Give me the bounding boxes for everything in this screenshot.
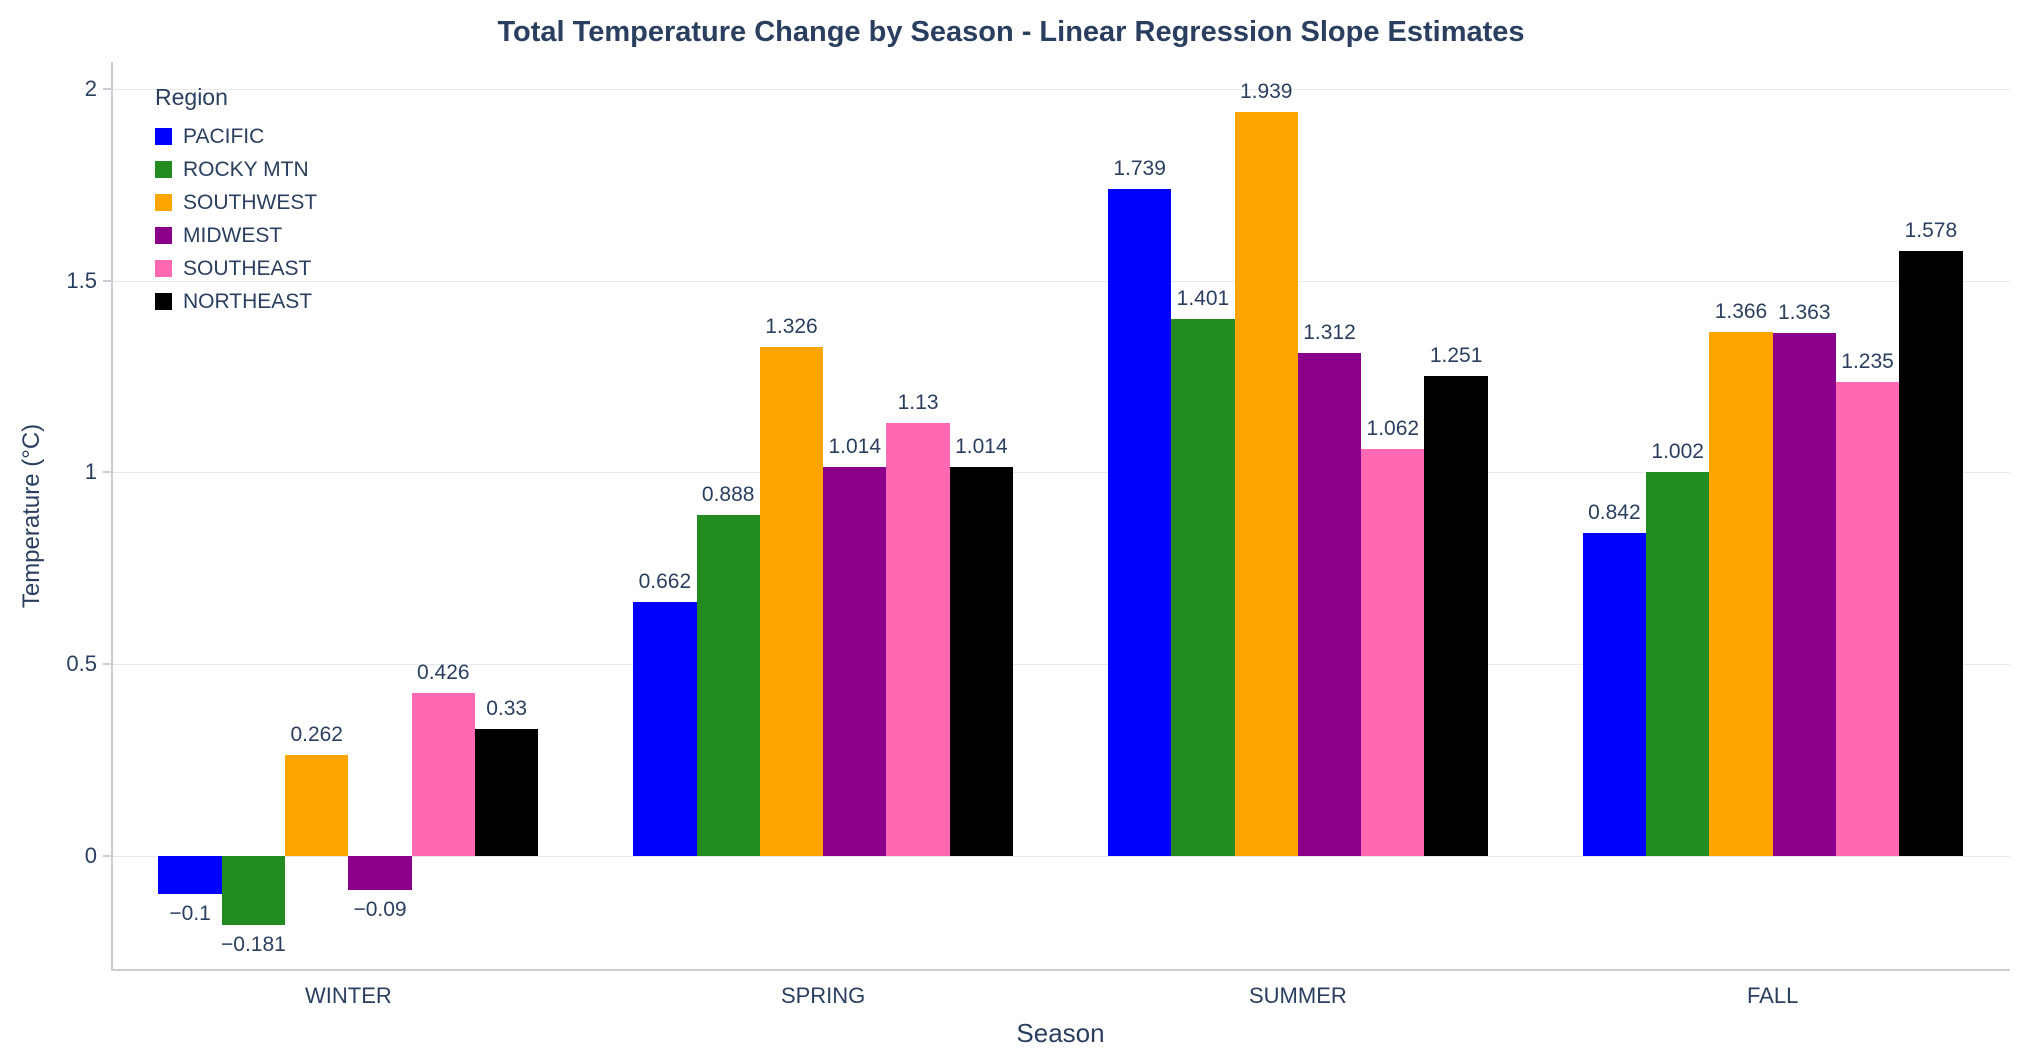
bar-midwest-fall xyxy=(1772,333,1836,856)
legend-swatch-pacific xyxy=(155,128,172,145)
x-tick-label-spring: SPRING xyxy=(780,983,866,1008)
bar-southwest-summer xyxy=(1234,112,1298,856)
gridline xyxy=(111,855,2010,857)
bar-value-label-northeast-summer: 1.251 xyxy=(1429,344,1483,368)
bar-value-label-northeast-spring: 1.014 xyxy=(955,435,1008,459)
legend-items: PACIFIC ROCKY MTN SOUTHWEST MIDWEST SOUTHEAS… xyxy=(155,120,317,318)
x-axis-title: Season xyxy=(1016,1018,1105,1048)
bar-value-label-southwest-fall: 1.366 xyxy=(1714,300,1768,323)
bar-value-label-southwest-summer: 1.939 xyxy=(1239,80,1293,104)
bar-value-label-rocky-mtn-winter: −0.181 xyxy=(221,933,286,957)
plot-area: 0 0.5 1 1.5 2 −0.1 −0.181 0.262 −0.09 0.426 0.33 0… xyxy=(66,62,2010,1008)
bar-midwest-summer xyxy=(1297,352,1362,856)
y-tick-label: 1.5 xyxy=(66,267,97,293)
bar-southeast-fall xyxy=(1835,382,1900,856)
bar-rocky-mtn-winter xyxy=(221,855,286,926)
bar-southeast-spring xyxy=(886,422,950,856)
bar-northeast-winter xyxy=(474,729,539,856)
x-tick-label-summer: SUMMER xyxy=(1248,983,1347,1008)
legend-label-northeast: NORTHEAST xyxy=(183,289,313,313)
gridline xyxy=(111,88,2010,90)
bar-value-label-pacific-spring: 0.662 xyxy=(638,570,692,594)
bar-value-label-northeast-fall: 1.578 xyxy=(1904,218,1958,242)
y-tick-mark xyxy=(103,279,111,282)
y-tick-label: 1 xyxy=(84,459,97,485)
legend-item-southwest[interactable]: SOUTHWEST xyxy=(155,186,317,219)
legend-label-rocky-mtn: ROCKY MTN xyxy=(183,157,309,181)
y-axis-title: Temperature (°C) xyxy=(18,423,45,609)
bar-pacific-winter xyxy=(158,855,222,895)
bar-value-label-rocky-mtn-fall: 1.002 xyxy=(1651,439,1704,463)
legend-label-pacific: PACIFIC xyxy=(183,124,265,148)
bar-value-label-southwest-winter: 0.262 xyxy=(290,723,343,747)
bar-pacific-spring xyxy=(633,602,697,856)
bar-value-label-midwest-spring: 1.014 xyxy=(828,435,882,459)
bar-value-label-midwest-summer: 1.312 xyxy=(1303,320,1356,344)
x-tick-label-fall: FALL xyxy=(1746,983,1799,1008)
chart-title: Total Temperature Change by Season - Lin… xyxy=(497,16,1525,48)
bar-midwest-winter xyxy=(348,855,412,891)
x-axis-line xyxy=(111,969,2010,971)
bar-midwest-spring xyxy=(823,467,887,856)
legend-item-southeast[interactable]: SOUTHEAST xyxy=(155,252,317,285)
y-tick-mark xyxy=(103,87,111,90)
bar-value-label-midwest-winter: −0.09 xyxy=(353,898,407,922)
legend-label-midwest: MIDWEST xyxy=(183,223,283,247)
legend-item-midwest[interactable]: MIDWEST xyxy=(155,219,317,252)
bar-value-label-rocky-mtn-summer: 1.401 xyxy=(1176,286,1230,310)
bar-rocky-mtn-spring xyxy=(696,515,760,856)
x-tick-label-winter: WINTER xyxy=(304,983,392,1008)
legend-swatch-northeast xyxy=(155,293,172,310)
bar-southwest-winter xyxy=(285,755,349,856)
bar-value-label-northeast-winter: 0.33 xyxy=(486,697,528,721)
y-axis-line xyxy=(111,62,113,971)
legend-swatch-rocky-mtn xyxy=(155,161,172,178)
legend-title: Region xyxy=(155,84,228,110)
y-tick-mark xyxy=(103,854,111,857)
bar-northeast-fall xyxy=(1899,250,1963,856)
bar-value-label-southeast-summer: 1.062 xyxy=(1366,416,1420,440)
y-tick-label: 0.5 xyxy=(66,651,97,677)
legend: Region PACIFIC ROCKY MTN SOUTHWEST MIDWEST S… xyxy=(155,84,317,318)
bar-pacific-summer xyxy=(1107,188,1172,856)
bar-pacific-fall xyxy=(1582,532,1647,856)
bar-northeast-spring xyxy=(949,467,1014,856)
bar-value-label-pacific-summer: 1.739 xyxy=(1113,156,1166,180)
gridline xyxy=(111,664,2010,666)
legend-label-southeast: SOUTHEAST xyxy=(183,256,312,280)
legend-item-northeast[interactable]: NORTHEAST xyxy=(155,285,317,318)
y-tick-label: 2 xyxy=(84,75,97,101)
bar-value-label-rocky-mtn-spring: 0.888 xyxy=(701,483,755,507)
bar-value-label-pacific-winter: −0.1 xyxy=(169,902,211,926)
bar-southeast-summer xyxy=(1361,448,1425,856)
gridline xyxy=(111,472,2010,474)
y-tick-mark xyxy=(103,471,111,474)
legend-label-southwest: SOUTHWEST xyxy=(183,190,318,214)
bar-southwest-fall xyxy=(1709,332,1773,856)
gridline xyxy=(111,280,2010,282)
legend-swatch-midwest xyxy=(155,227,172,244)
bar-northeast-summer xyxy=(1424,376,1488,856)
bar-rocky-mtn-fall xyxy=(1646,471,1710,856)
bar-value-label-southeast-winter: 0.426 xyxy=(417,660,470,684)
bar-value-label-pacific-fall: 0.842 xyxy=(1588,500,1641,524)
legend-swatch-southwest xyxy=(155,194,172,211)
bar-southwest-spring xyxy=(759,347,824,856)
y-tick-label: 0 xyxy=(84,842,97,868)
legend-item-rocky-mtn[interactable]: ROCKY MTN xyxy=(155,153,317,186)
bar-southeast-winter xyxy=(411,692,475,856)
legend-item-pacific[interactable]: PACIFIC xyxy=(155,120,317,153)
y-tick-mark xyxy=(103,663,111,666)
bar-value-label-midwest-fall: 1.363 xyxy=(1777,301,1831,325)
bar-rocky-mtn-summer xyxy=(1171,318,1235,856)
bar-value-label-southwest-spring: 1.326 xyxy=(765,315,818,339)
legend-swatch-southeast xyxy=(155,260,172,277)
bar-value-label-southeast-fall: 1.235 xyxy=(1841,350,1894,374)
bar-value-label-southeast-spring: 1.13 xyxy=(897,390,939,414)
